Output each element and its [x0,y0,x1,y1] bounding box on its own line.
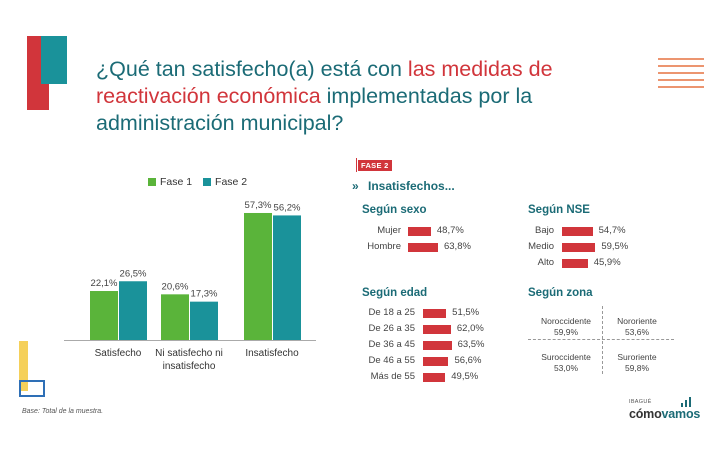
deco-stripe [658,79,704,81]
zone-name: Noroccidente [540,316,592,326]
row-label: De 18 a 25 [368,307,415,318]
zone-suroriente: Suroriente 59,8% [604,352,670,374]
brand-city: IBAGUÉ [629,399,652,405]
hbar [562,243,596,252]
category-label: Ni satisfecho ni [155,348,223,359]
zone-name: Suroccidente [541,352,591,362]
row-label: De 36 a 45 [368,339,415,350]
brand-part1: cómo [629,407,662,421]
zone-value: 59,8% [624,363,650,373]
hbar-value: 63,8% [443,241,471,252]
zone-nororiente: Nororiente 53,6% [604,316,670,338]
row-label: De 26 a 35 [368,323,415,334]
category-label: insatisfecho [163,361,216,372]
legend-label-fase2: Fase 2 [215,176,248,188]
zone-name: Nororiente [617,316,657,326]
deco-stripe [658,65,704,67]
insatisfechos-title: Insatisfechos... [368,179,455,193]
deco-stripe [658,72,704,74]
deco-red-block [27,36,41,110]
row-label: Bajo [534,225,554,236]
data-label: 56,2% [274,202,301,213]
deco-blue-outline [19,380,45,397]
category-label: Satisfecho [95,348,142,359]
hbar [423,373,446,382]
data-label: 57,3% [245,200,272,211]
section-title-sexo: Según sexo [362,204,427,216]
bar-fase2 [190,301,218,340]
double-chevron-icon: » [352,179,359,193]
data-label: 26,5% [120,268,147,279]
hbar-value: 56,6% [454,355,482,366]
bar-fase2 [119,281,147,340]
chart-legend: Fase 1 Fase 2 [148,176,247,188]
brand-bars-icon [681,397,691,407]
data-label: 22,1% [91,278,118,289]
row-label: Hombre [367,241,401,252]
hbar-value: 49,5% [451,371,479,382]
deco-yellow-block [19,341,28,391]
deco-stripe [658,58,704,60]
hbar-value: 63,5% [457,339,485,350]
deco-teal-block [41,36,67,84]
hbar [423,341,452,350]
phase-badge-frame [356,158,387,172]
brand-part2: vamos [661,407,701,421]
hbar [562,259,588,268]
hbar-value: 62,0% [456,323,484,334]
phase-badge: FASE 2 [358,160,392,171]
deco-stripe [658,86,704,88]
title-highlight: las medidas de reactivación económica [96,57,553,108]
hbar-value: 54,7% [598,225,626,236]
zone-suroccidente: Suroccidente 53,0% [530,352,602,374]
legend-swatch-fase2 [203,178,212,187]
row-label: Medio [528,241,554,252]
row-label: Alto [537,257,554,268]
section-title-edad: Según edad [362,287,428,299]
main-bar-chart: 22,1%26,5% Satisfecho 20,6%17,3% Ni satisfe… [64,200,316,372]
bar-fase2 [273,215,301,340]
legend-label-fase1: Fase 1 [160,176,193,188]
legend-item-fase2: Fase 2 [203,176,247,188]
bar-fase1 [244,212,272,340]
hbar-value: 48,7% [436,225,464,236]
zone-name: Suroriente [617,352,657,362]
zone-divider-vertical [602,306,603,374]
hbar [562,227,593,236]
deco-red-small [41,84,49,110]
hbar [423,357,449,366]
legend-swatch-fase1 [148,178,156,187]
page-title: ¿Qué tan satisfecho(a) está con las medi… [96,56,616,137]
zone-divider-horizontal [528,339,674,340]
footnote: Base: Total de la muestra. [22,408,104,415]
section-title-nse: Según NSE [528,204,590,216]
bar-fase1 [161,294,189,340]
title-part1: ¿Qué tan satisfecho(a) está con [96,57,408,81]
data-label: 20,6% [162,281,189,292]
hbar-value: 59,5% [601,241,629,252]
hbar [423,309,447,318]
title-part2: implementadas por la administración muni… [96,84,533,135]
row-label: Más de 55 [370,371,415,382]
zone-value: 53,0% [553,363,579,373]
row-label: Mujer [377,225,401,236]
bar-fase1 [90,291,118,340]
section-title-zona: Según zona [528,287,593,299]
zone-value: 59,9% [553,327,579,337]
legend-item-fase1: Fase 1 [148,176,192,188]
brand-logo: cómovamos [629,407,700,421]
data-label: 17,3% [191,289,218,300]
hbar [423,325,451,334]
zone-value: 53,6% [624,327,650,337]
hbar-value: 51,5% [452,307,480,318]
row-label: De 46 a 55 [368,355,415,366]
category-label: Insatisfecho [245,348,299,359]
hbar [408,243,438,252]
hbar-value: 45,9% [593,257,621,268]
hbar [408,227,431,236]
zone-noroccidente: Noroccidente 59,9% [530,316,602,338]
